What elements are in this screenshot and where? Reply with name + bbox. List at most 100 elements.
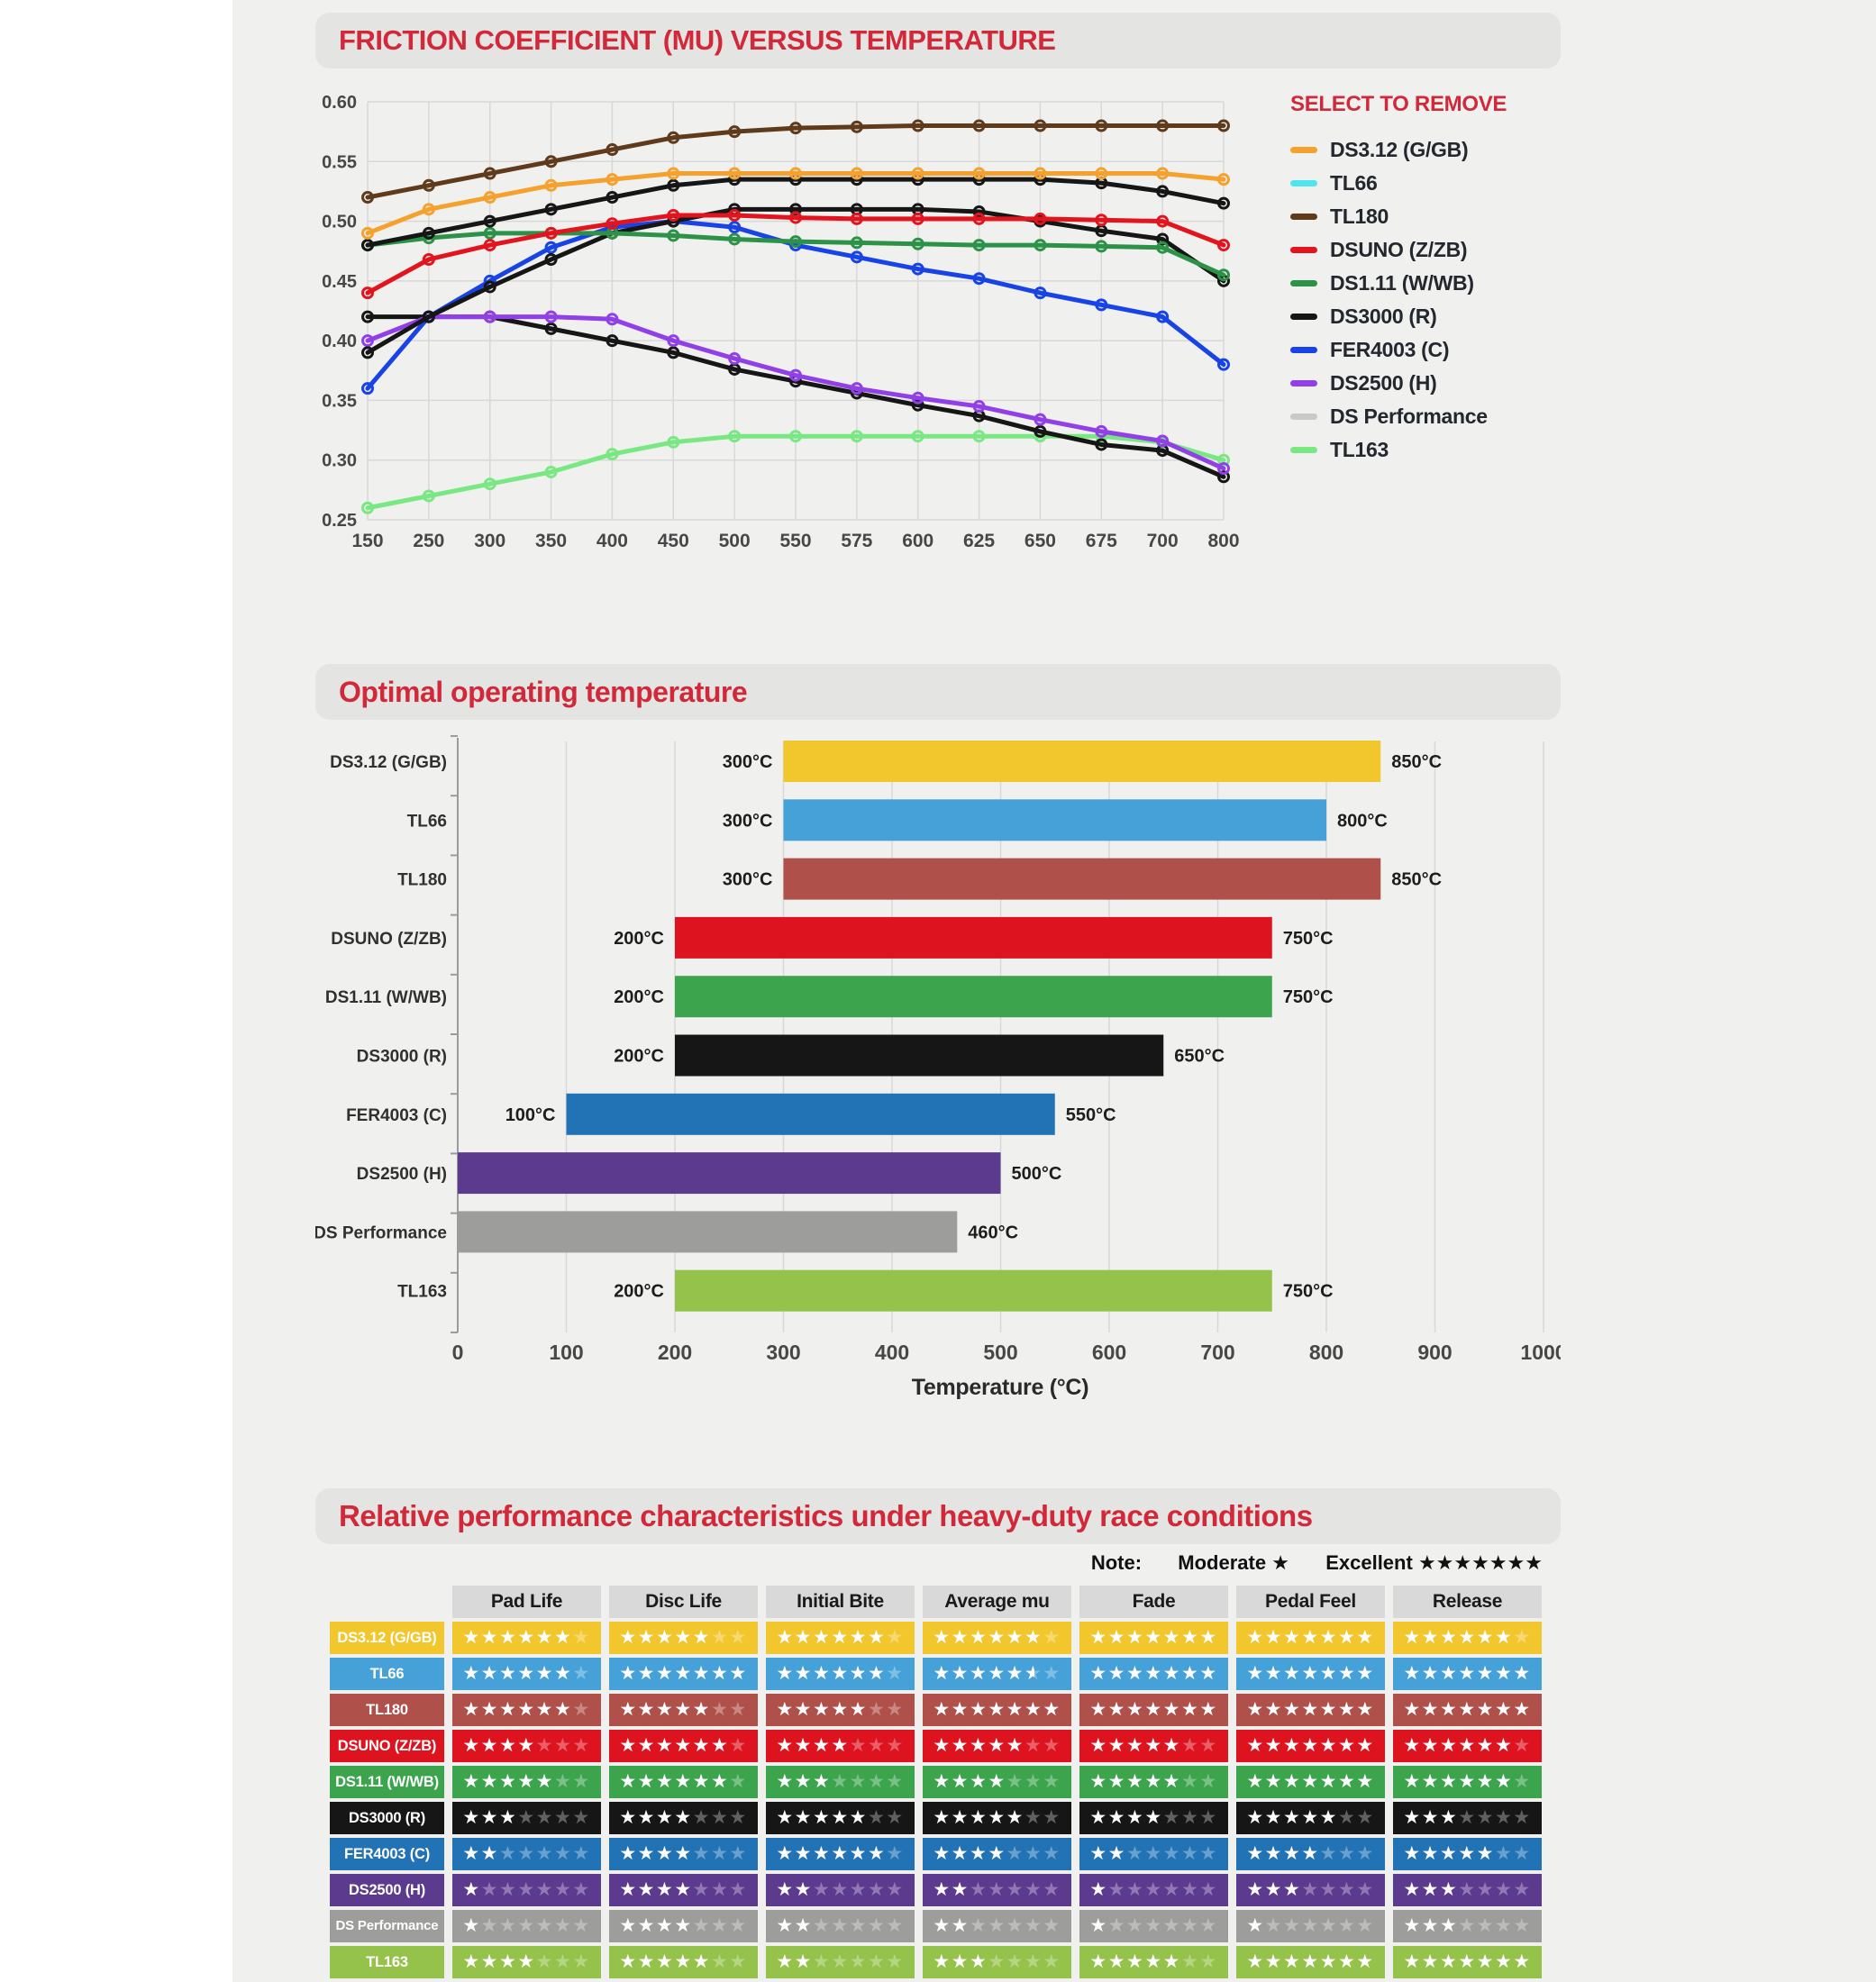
data-point-marker[interactable] [667, 435, 680, 449]
data-point-marker[interactable] [1156, 232, 1170, 246]
data-point-marker[interactable] [483, 214, 496, 228]
data-point-marker[interactable] [667, 229, 680, 242]
data-point-marker[interactable] [483, 191, 496, 205]
data-point-marker[interactable] [422, 252, 435, 266]
data-point-marker[interactable] [850, 212, 863, 225]
legend-item[interactable]: TL163 [1290, 433, 1588, 467]
data-point-marker[interactable] [972, 430, 986, 443]
data-point-marker[interactable] [972, 239, 986, 252]
data-point-marker[interactable] [1217, 358, 1230, 371]
data-point-marker[interactable] [1095, 214, 1108, 227]
data-point-marker[interactable] [1095, 298, 1108, 312]
data-point-marker[interactable] [728, 221, 742, 234]
data-point-marker[interactable] [1156, 310, 1170, 323]
data-point-marker[interactable] [361, 334, 374, 348]
data-point-marker[interactable] [1095, 167, 1108, 180]
data-point-marker[interactable] [422, 226, 435, 240]
data-point-marker[interactable] [1034, 167, 1047, 180]
data-point-marker[interactable] [667, 208, 680, 222]
data-point-marker[interactable] [422, 489, 435, 503]
data-point-marker[interactable] [789, 430, 802, 443]
data-point-marker[interactable] [1217, 268, 1230, 282]
data-point-marker[interactable] [1034, 239, 1047, 252]
data-point-marker[interactable] [972, 272, 986, 286]
data-point-marker[interactable] [1217, 461, 1230, 475]
data-point-marker[interactable] [606, 143, 619, 157]
data-point-marker[interactable] [1034, 286, 1047, 300]
data-point-marker[interactable] [1156, 214, 1170, 228]
data-point-marker[interactable] [1156, 434, 1170, 448]
data-point-marker[interactable] [483, 477, 496, 491]
data-point-marker[interactable] [483, 167, 496, 180]
data-point-marker[interactable] [972, 400, 986, 414]
data-point-marker[interactable] [606, 217, 619, 231]
data-point-marker[interactable] [850, 236, 863, 250]
data-point-marker[interactable] [1095, 438, 1108, 451]
data-point-marker[interactable] [483, 226, 496, 240]
data-point-marker[interactable] [728, 208, 742, 222]
data-point-marker[interactable] [361, 501, 374, 514]
data-point-marker[interactable] [1034, 212, 1047, 225]
data-point-marker[interactable] [728, 430, 742, 443]
data-point-marker[interactable] [544, 241, 558, 254]
data-point-marker[interactable] [850, 120, 863, 133]
data-point-marker[interactable] [789, 203, 802, 216]
legend-item[interactable]: TL66 [1290, 167, 1588, 200]
data-point-marker[interactable] [544, 310, 558, 323]
data-point-marker[interactable] [1095, 240, 1108, 253]
data-point-marker[interactable] [1156, 241, 1170, 254]
data-point-marker[interactable] [972, 212, 986, 225]
data-point-marker[interactable] [728, 232, 742, 246]
data-point-marker[interactable] [361, 310, 374, 323]
data-point-marker[interactable] [606, 191, 619, 205]
data-point-marker[interactable] [1095, 119, 1108, 132]
legend-item[interactable]: DS3.12 (G/GB) [1290, 133, 1588, 167]
data-point-marker[interactable] [667, 346, 680, 359]
data-point-marker[interactable] [911, 391, 924, 405]
data-point-marker[interactable] [1034, 119, 1047, 132]
data-point-marker[interactable] [850, 382, 863, 395]
data-point-marker[interactable] [728, 352, 742, 366]
data-point-marker[interactable] [1217, 453, 1230, 467]
data-point-marker[interactable] [544, 203, 558, 216]
data-point-marker[interactable] [789, 211, 802, 224]
data-point-marker[interactable] [667, 167, 680, 180]
data-point-marker[interactable] [422, 203, 435, 216]
data-point-marker[interactable] [544, 155, 558, 168]
data-point-marker[interactable] [911, 212, 924, 225]
data-point-marker[interactable] [544, 252, 558, 266]
data-point-marker[interactable] [544, 465, 558, 478]
data-point-marker[interactable] [789, 167, 802, 180]
data-point-marker[interactable] [1095, 424, 1108, 438]
data-point-marker[interactable] [1034, 424, 1047, 438]
data-point-marker[interactable] [1156, 167, 1170, 180]
data-point-marker[interactable] [1217, 470, 1230, 484]
data-point-marker[interactable] [728, 125, 742, 139]
data-point-marker[interactable] [606, 313, 619, 326]
data-point-marker[interactable] [1156, 119, 1170, 132]
legend-item[interactable]: DS3000 (R) [1290, 300, 1588, 333]
data-point-marker[interactable] [850, 430, 863, 443]
data-point-marker[interactable] [911, 119, 924, 132]
legend-item[interactable]: TL180 [1290, 200, 1588, 233]
data-point-marker[interactable] [972, 119, 986, 132]
data-point-marker[interactable] [1156, 185, 1170, 198]
data-point-marker[interactable] [361, 191, 374, 205]
data-point-marker[interactable] [1034, 413, 1047, 426]
legend-item[interactable]: DS1.11 (W/WB) [1290, 267, 1588, 300]
data-point-marker[interactable] [667, 131, 680, 144]
data-point-marker[interactable] [483, 239, 496, 252]
legend-item[interactable]: DS Performance [1290, 400, 1588, 433]
data-point-marker[interactable] [361, 382, 374, 395]
data-point-marker[interactable] [789, 122, 802, 135]
data-point-marker[interactable] [911, 167, 924, 180]
data-point-marker[interactable] [606, 334, 619, 348]
data-point-marker[interactable] [667, 334, 680, 348]
legend-item[interactable]: FER4003 (C) [1290, 333, 1588, 367]
data-point-marker[interactable] [361, 346, 374, 359]
data-point-marker[interactable] [544, 178, 558, 192]
data-point-marker[interactable] [1217, 196, 1230, 210]
data-point-marker[interactable] [361, 286, 374, 300]
data-point-marker[interactable] [667, 178, 680, 192]
data-point-marker[interactable] [361, 226, 374, 240]
